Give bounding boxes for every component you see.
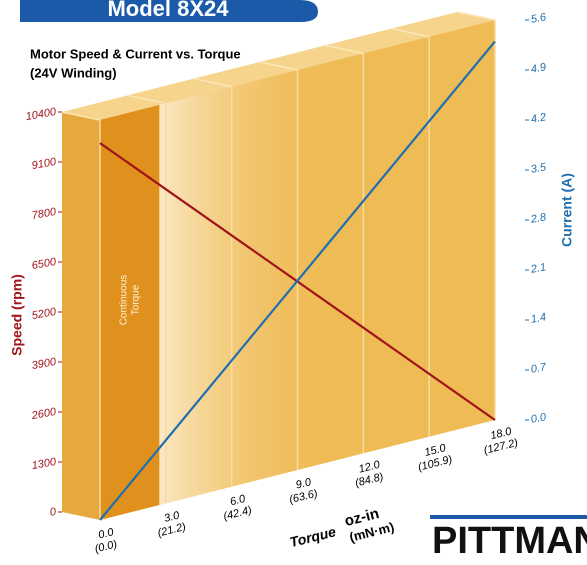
x-tick-label: 18.0 [489,425,514,442]
top-grid-line [325,44,364,55]
x-tick-label: 0.0 [97,526,116,542]
top-grid-line [259,61,298,71]
y-tick-label: 0 [49,506,58,519]
annotation: Continuous [118,275,129,326]
y2-tick-label: 0.7 [530,361,548,376]
light-region [159,62,330,505]
annotation: Torque [130,284,141,315]
y-tick-label: 2600 [30,406,58,422]
chart-subtitle: (24V Winding) [30,65,117,80]
x-tick-label: 12.0 [357,459,382,476]
x-tick-label: 6.0 [229,493,248,509]
series-line [99,40,496,521]
y-tick-label: 9100 [31,156,58,172]
x-tick-label: 9.0 [295,476,314,492]
top-grid-line [127,94,166,105]
x-tick-label: 15.0 [423,442,448,459]
top-grid-line [391,27,430,38]
y2-tick-label: 4.2 [530,111,547,125]
x-tick-label: 3.0 [163,509,182,525]
y-tick-label: 3900 [31,356,58,372]
y-tick-label: 1300 [31,456,58,472]
plot-area: Continuous Torque0.0(0.0)3.0(21.2)6.0(42.… [25,11,548,555]
y-tick-label: 6500 [31,256,58,272]
x-tick-metric: (21.2) [156,521,187,540]
continuous-band [100,105,160,520]
x-tick-metric: (42.4) [222,504,253,523]
x-tick-metric: (0.0) [94,538,119,555]
chart-title: Motor Speed & Current vs. Torque [30,46,241,61]
top-grid-line [456,11,496,21]
y2-tick-label: 2.1 [529,261,547,276]
y2-tick-label: 0.0 [530,411,548,426]
x-tick-metric: (63.6) [288,488,319,507]
x-axis-label: Torque [288,523,338,550]
top-grid-line [193,77,232,88]
y-tick-label: 7800 [31,206,58,222]
x-tick-metric: (84.8) [354,471,385,490]
header-tab [20,0,318,22]
y2-tick-label: 2.8 [529,211,548,226]
y2-axis-label: Current (A) [559,173,575,247]
y2-tick-label: 5.6 [530,11,548,26]
x-tick-metric: (105.9) [417,453,454,473]
y-tick-label: 10400 [25,106,58,123]
y-tick-label: 5200 [31,306,58,322]
y2-tick-label: 3.5 [530,161,548,176]
top-grid-line [61,111,101,121]
y2-tick-label: 1.4 [530,311,547,325]
logo: PITTMAN [432,520,587,562]
model-title: Model 8X24 [107,0,229,21]
y2-tick-label: 4.9 [530,61,547,75]
left-face [62,112,100,520]
logo-bar [430,515,587,519]
x-tick-metric: (127.2) [483,437,520,457]
y-axis-label: Speed (rpm) [9,274,25,356]
